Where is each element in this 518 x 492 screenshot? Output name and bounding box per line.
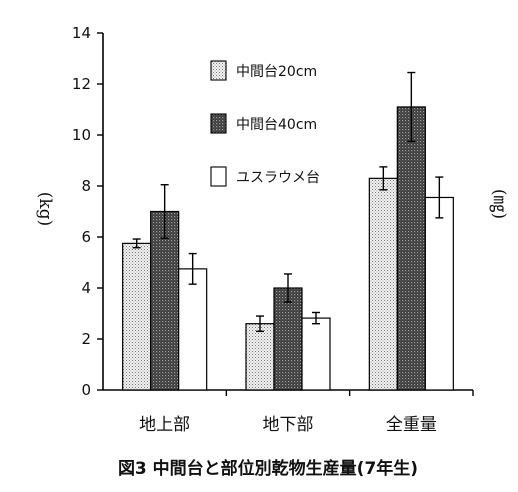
legend-swatch <box>210 166 227 187</box>
x-category-label: 地下部 <box>263 415 314 435</box>
y-tick-label: 8 <box>81 177 91 195</box>
y-axis-label-left: (kg) <box>35 192 55 226</box>
bar-3-1 <box>178 268 208 391</box>
y-tick-label: 6 <box>81 228 91 246</box>
bar-3-2 <box>301 317 331 391</box>
x-category-label: 地上部 <box>139 415 190 435</box>
bar-1-2 <box>245 323 275 391</box>
legend-label: 中間台20cm <box>236 64 317 80</box>
legend-label: ユスラウメ台 <box>236 170 320 186</box>
legend-swatch <box>210 113 227 134</box>
legend-swatch <box>210 60 227 81</box>
bar-2-2 <box>273 287 303 391</box>
y-tick-label: 10 <box>72 126 91 144</box>
y-axis-label-right: (㎎) <box>489 189 509 219</box>
figure-caption: 図3 中間台と部位別乾物生産量(7年生) <box>118 458 418 479</box>
bar-1-3 <box>368 177 398 391</box>
y-tick-label: 2 <box>81 330 91 348</box>
y-tick-label: 4 <box>81 279 91 297</box>
plot-area: 0 2 4 6 8 10 12 14 地上部 地下部 全重量 中間台20cm 中間台40cm ユスラウメ台 <box>72 24 474 435</box>
bar-2-1 <box>150 210 180 391</box>
bar-2-3 <box>396 106 426 391</box>
bar-1-1 <box>122 242 152 391</box>
bar-3-3 <box>424 196 454 391</box>
x-category-label: 全重量 <box>386 415 437 435</box>
y-tick-label: 0 <box>81 381 91 399</box>
legend-label: 中間台40cm <box>236 117 317 133</box>
y-tick-label: 14 <box>72 24 91 42</box>
y-tick-label: 12 <box>72 75 91 93</box>
